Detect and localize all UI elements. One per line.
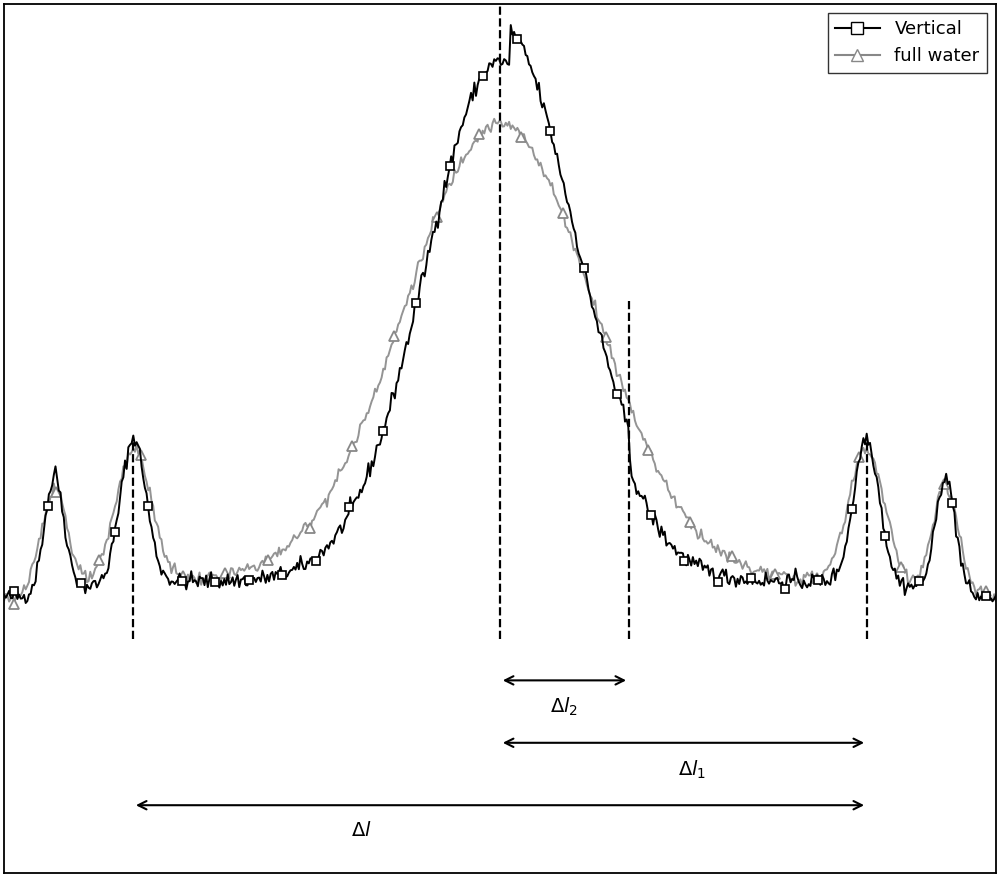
Text: $\Delta l_2$: $\Delta l_2$: [550, 696, 578, 718]
Text: $\Delta l_1$: $\Delta l_1$: [678, 759, 707, 781]
Legend: Vertical, full water: Vertical, full water: [828, 13, 987, 73]
Text: $\Delta l$: $\Delta l$: [351, 821, 372, 840]
